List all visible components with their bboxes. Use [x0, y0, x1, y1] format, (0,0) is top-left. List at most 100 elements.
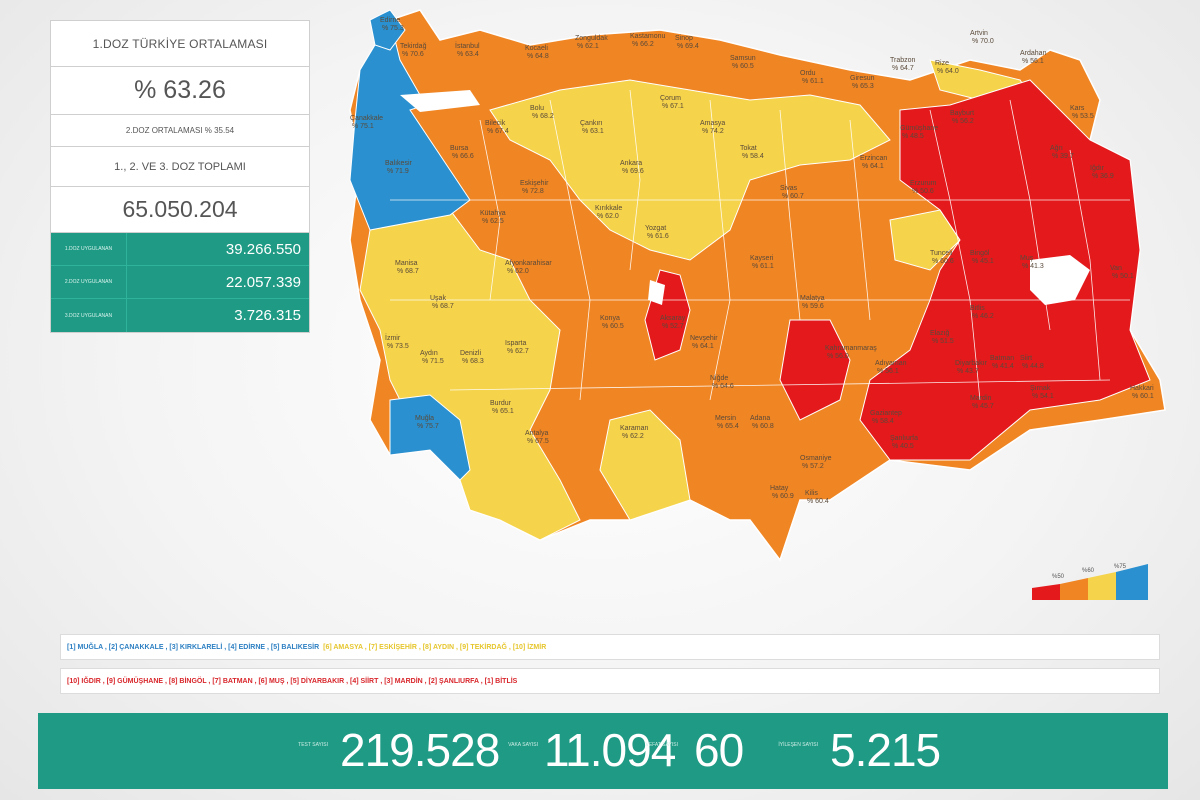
best-provinces-strip: [1] MUĞLA , [2] ÇANAKKALE , [3] KIRKLARE… [60, 634, 1160, 660]
province-percentage: % 69.6 [622, 168, 644, 175]
province-percentage: % 68.7 [397, 268, 419, 275]
case-label: VAKA SAYISI [508, 742, 538, 748]
case-value: 11.094 [544, 724, 676, 776]
province-percentage: % 40.5 [892, 443, 914, 450]
province-percentage: % 41.4 [992, 363, 1014, 370]
province-name: Kocaeli [525, 45, 548, 52]
province-name: Kahramanmaraş [825, 345, 877, 352]
province-percentage: % 64.1 [862, 163, 884, 170]
dose-row-value: 3.726.315 [234, 307, 301, 324]
province-name: Rize [935, 60, 949, 67]
province-percentage: % 62.1 [577, 43, 599, 50]
province-percentage: % 59.6 [802, 303, 824, 310]
province-name: Sivas [780, 185, 798, 192]
recovered-label: İYİLEŞEN SAYISI [778, 742, 818, 748]
province-percentage: % 67.5 [527, 438, 549, 445]
province-percentage: % 45.1 [972, 258, 994, 265]
province-name: Aksaray [660, 315, 686, 322]
province-percentage: % 62.0 [507, 268, 529, 275]
province-name: Ankara [620, 160, 642, 167]
province-name: Tokat [740, 145, 757, 152]
region-blue-mugla [389, 394, 471, 481]
province-percentage: % 70.6 [402, 51, 424, 58]
province-name: Çorum [660, 95, 681, 102]
dose-row-value: 22.057.339 [225, 273, 301, 291]
province-percentage: % 68.7 [432, 303, 454, 310]
dose1-average-value: % 63.26 [51, 67, 309, 115]
daily-stats-bar: TEST SAYISI 219.528 VAKA SAYISI 11.094 V… [38, 713, 1168, 789]
dose-row-label: 2.DOZ UYGULANAN [51, 266, 127, 298]
province-percentage: % 53.5 [1072, 113, 1094, 120]
province-name: Kars [1070, 105, 1085, 112]
province-percentage: % 60.8 [752, 423, 774, 430]
legend-blue [1116, 564, 1148, 600]
province-name: Edirne [380, 17, 400, 24]
province-percentage: % 54.1 [1032, 393, 1054, 400]
province-percentage: % 45.7 [972, 403, 994, 410]
province-name: Bursa [450, 145, 468, 152]
province-name: Kayseri [750, 255, 774, 262]
province-percentage: % 63.1 [582, 128, 604, 135]
province-percentage: % 71.5 [422, 358, 444, 365]
region-red-east [859, 79, 1151, 461]
province-percentage: % 74.2 [702, 128, 724, 135]
province-name: Tekirdağ [400, 43, 427, 50]
province-percentage: % 56.2 [952, 118, 974, 125]
province-percentage: % 66.2 [632, 41, 654, 48]
province-name: Hatay [770, 485, 789, 492]
dose-row: 3.DOZ UYGULANAN 3.726.315 [51, 299, 309, 332]
province-name: Kilis [805, 490, 818, 497]
test-value: 219.528 [340, 724, 500, 776]
province-name: Manisa [395, 260, 418, 267]
province-name: Artvin [970, 30, 988, 37]
province-percentage: % 43.7 [957, 368, 979, 375]
province-name: Mersin [715, 415, 736, 422]
death-label: VEFAT SAYISI [645, 742, 678, 748]
province-percentage: % 41.3 [1022, 263, 1044, 270]
province-percentage: % 68.3 [462, 358, 484, 365]
province-percentage: % 72.8 [522, 188, 544, 195]
province-name: Gaziantep [870, 410, 902, 417]
province-name: Çanakkale [350, 115, 383, 122]
province-name: Denizli [460, 350, 481, 357]
province-percentage: % 61.6 [647, 233, 669, 240]
province-name: Bayburt [950, 110, 974, 117]
province-name: Zonguldak [575, 35, 608, 42]
province-name: Amasya [700, 120, 725, 127]
province-percentage: % 62.7 [507, 348, 529, 355]
province-percentage: % 64.8 [527, 53, 549, 60]
province-name: Aydın [420, 350, 438, 357]
province-name: Konya [600, 315, 620, 322]
province-name: Eskişehir [520, 180, 549, 187]
province-percentage: % 67.1 [662, 103, 684, 110]
province-name: Şanlıurfa [890, 435, 918, 442]
province-name: Erzincan [860, 155, 887, 162]
dose-row-label: 1.DOZ UYGULANAN [51, 233, 127, 265]
province-percentage: % 60.4 [807, 498, 829, 505]
province-name: Muş [1020, 255, 1034, 262]
province-name: Niğde [710, 375, 728, 382]
total-doses-title: 1., 2. VE 3. DOZ TOPLAMI [51, 147, 309, 187]
turkey-vaccination-map: Edirne% 75.3 Tekirdağ% 70.6 İstanbul% 63.4… [330, 0, 1180, 580]
province-percentage: % 56.1 [877, 368, 899, 375]
province-name: Elazığ [930, 330, 950, 337]
province-name: Sinop [675, 35, 693, 42]
dose-breakdown: 1.DOZ UYGULANAN 39.266.550 2.DOZ UYGULAN… [51, 233, 309, 332]
province-name: Çankırı [580, 120, 603, 127]
province-name: Yozgat [645, 225, 666, 232]
province-name: Muğla [415, 415, 434, 422]
province-percentage: % 50.6 [912, 188, 934, 195]
province-percentage: % 39.7 [1052, 153, 1074, 160]
province-name: Isparta [505, 340, 527, 347]
dose2-average: 2.DOZ ORTALAMASI % 35.54 [51, 115, 309, 147]
province-percentage: % 67.4 [487, 128, 509, 135]
province-name: Adana [750, 415, 770, 422]
province-name: Antalya [525, 430, 548, 437]
legend-yellow [1088, 572, 1116, 600]
dose1-average-title: 1.DOZ TÜRKİYE ORTALAMASI [51, 21, 309, 67]
vaccination-stats-panel: 1.DOZ TÜRKİYE ORTALAMASI % 63.26 2.DOZ O… [50, 20, 310, 333]
legend-label-75: %75 [1114, 564, 1127, 570]
legend-orange [1060, 578, 1088, 600]
province-name: Samsun [730, 55, 756, 62]
province-percentage: % 71.9 [387, 168, 409, 175]
